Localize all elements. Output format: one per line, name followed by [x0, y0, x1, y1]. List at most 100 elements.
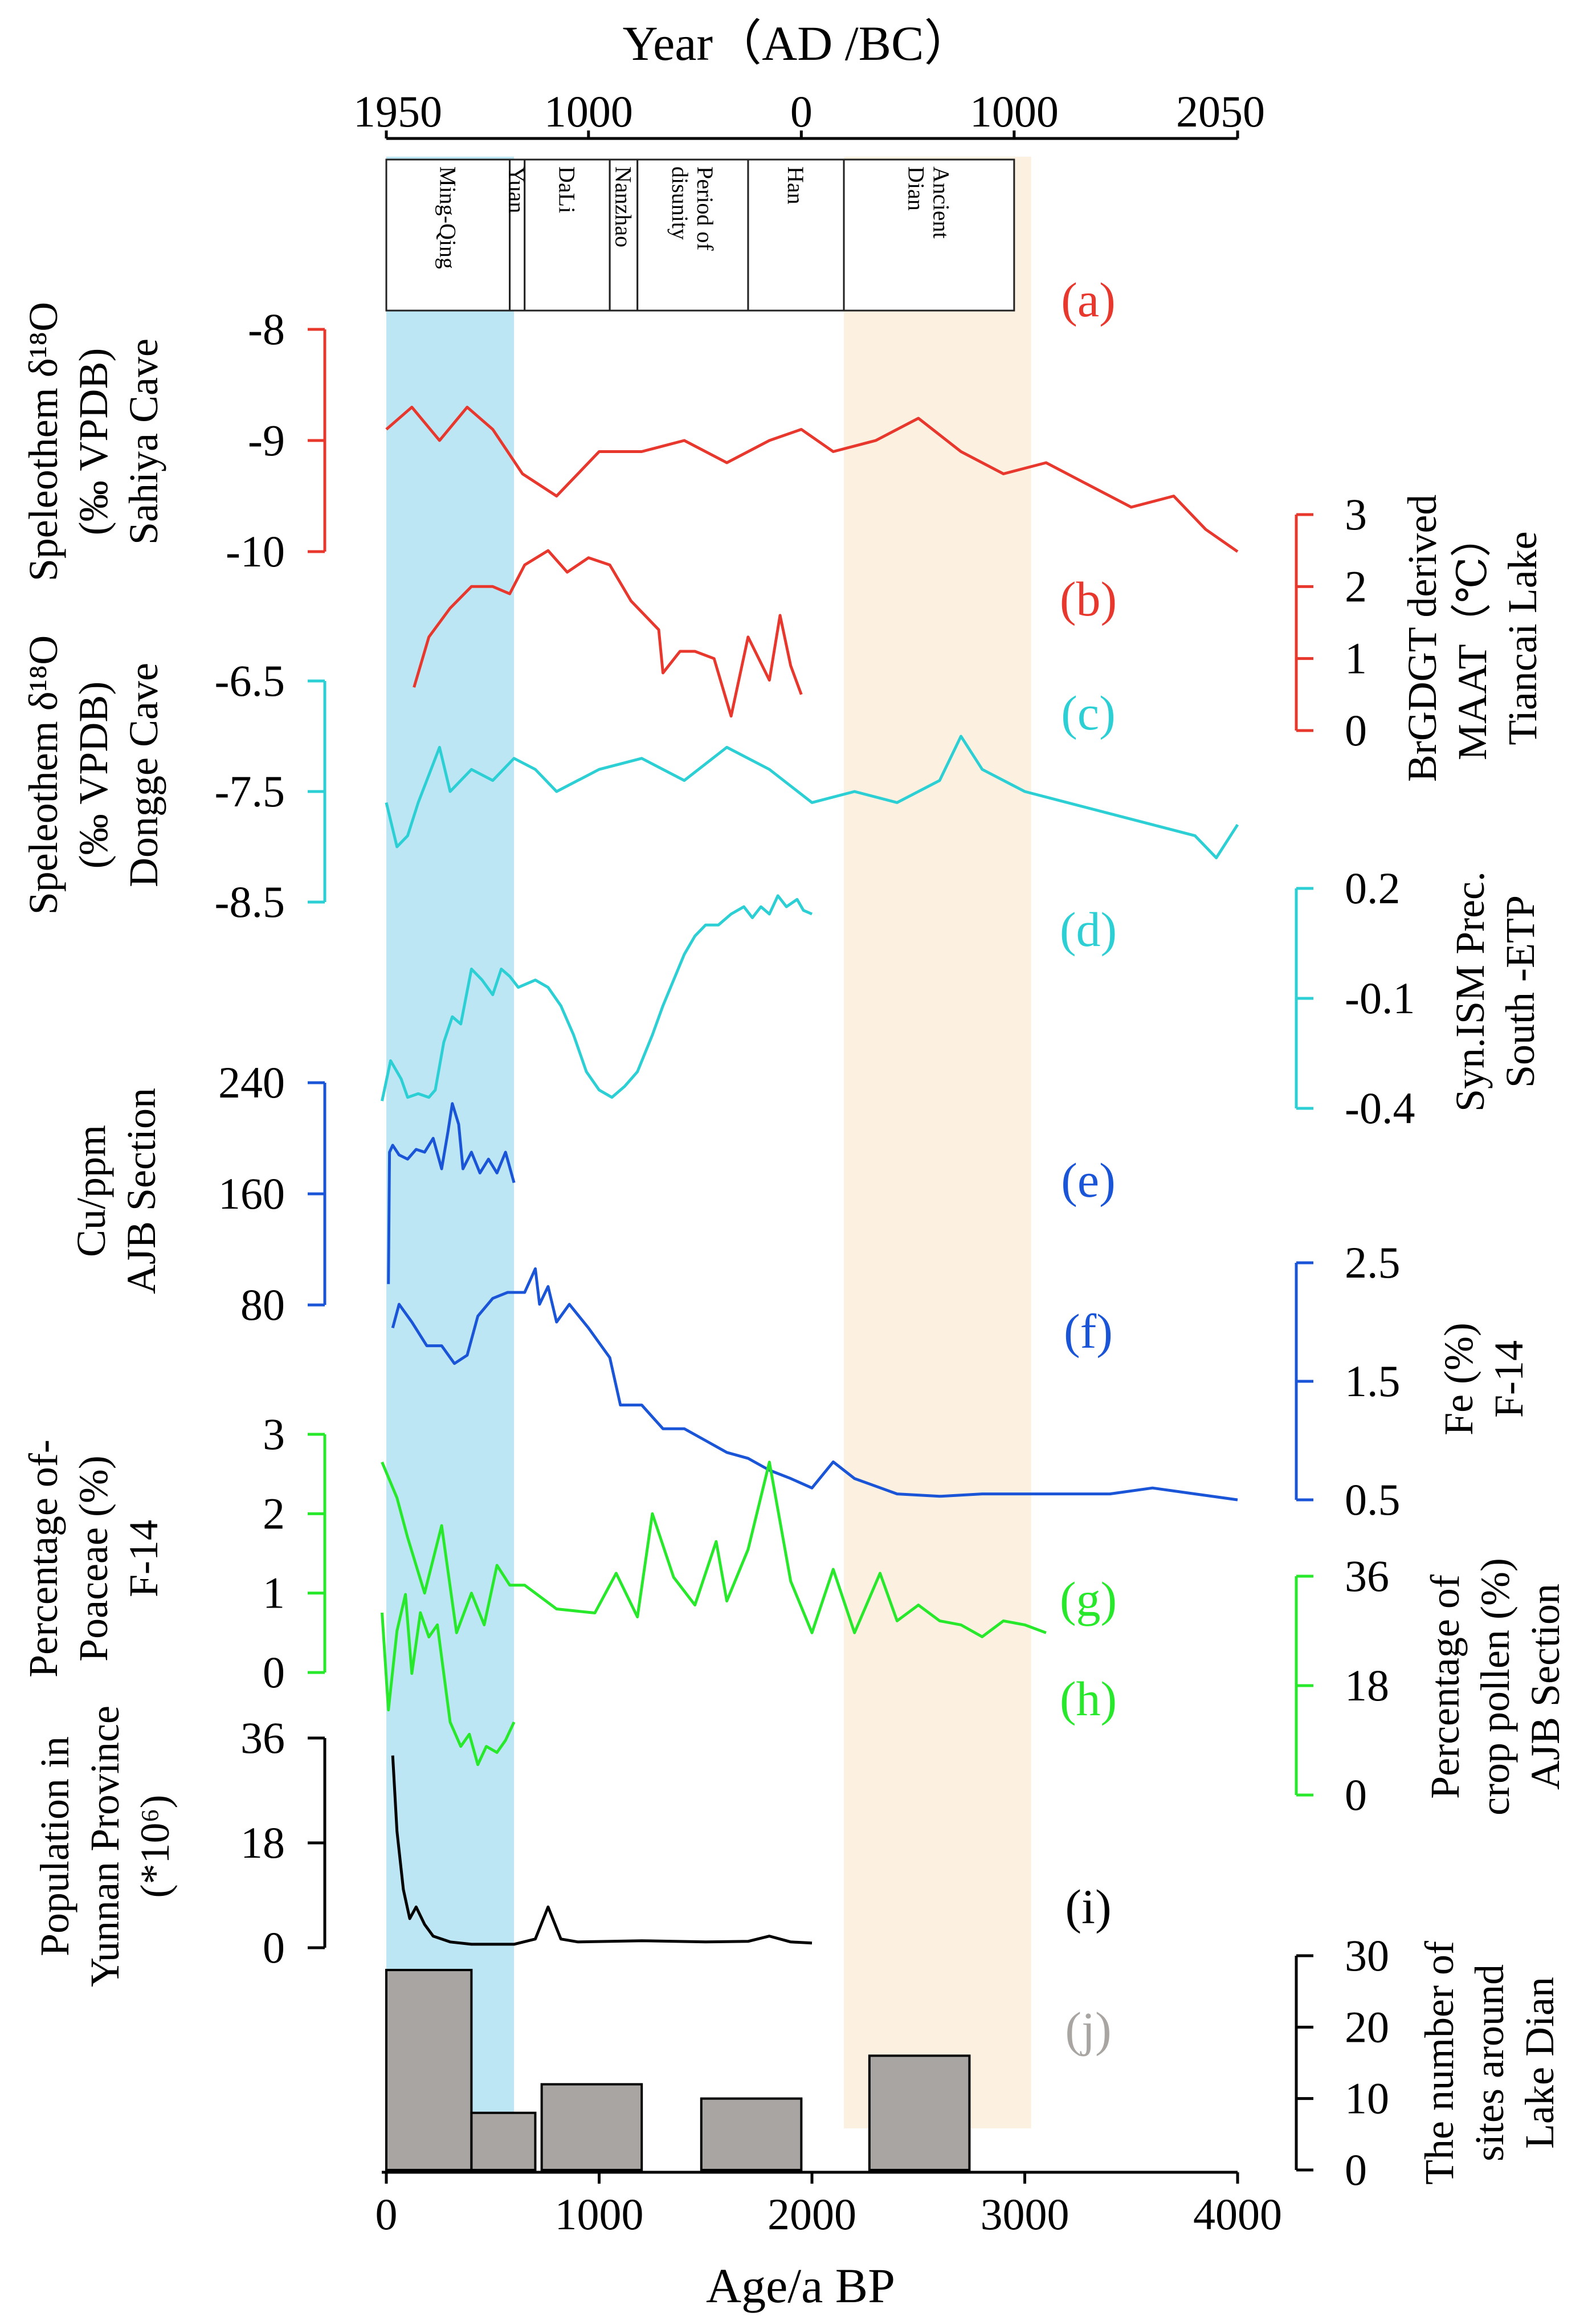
period-label: Nanzhao — [610, 166, 636, 247]
y-tick-label: 240 — [218, 1058, 285, 1107]
panel-f: 0.5 1.5 2.5 (f) Fe (%) F-14 — [391, 1238, 1532, 1524]
y-axis-title-group: Syn.ISM Prec. South -ETP — [1447, 871, 1543, 1112]
series-line-i — [391, 1755, 813, 1946]
dynasty-periods: Ming-Qing Yuan DaLi Nanzhao Period ofdisunit… — [385, 158, 1015, 312]
y-axis-title-group: Fe (%) F-14 — [1436, 1323, 1532, 1435]
y-axis-title-line: Population in — [32, 1736, 77, 1956]
y-tick-label: 0 — [263, 1647, 285, 1697]
panels: -10-9-8(a)Speleothem δ¹⁸O (‰ VPDB) Sahiya … — [21, 272, 1568, 2194]
period-box — [843, 158, 1015, 312]
panel-j: 0 10 20 30 (j) The number of sites around Lake … — [385, 1931, 1562, 2194]
y-axis-title-line: Dongge Cave — [121, 663, 166, 887]
period-box — [609, 158, 639, 312]
y-axis-title-line: Syn.ISM Prec. — [1447, 871, 1493, 1112]
period-label: AncientDian — [903, 166, 954, 239]
y-axis-title-group: BrGDGT derived MAAT（℃） Tiancai Lake — [1399, 495, 1545, 782]
y-axis-title-line: AJB Section — [1522, 1584, 1568, 1790]
panel-label-j: (j) — [1065, 2002, 1111, 2057]
period-label-group: DaLi — [554, 166, 579, 213]
y-axis-title-line: Sahiya Cave — [121, 338, 166, 545]
series-line-b — [413, 549, 803, 718]
top-tick-label: 0 — [790, 87, 813, 136]
panel-label-b: (b) — [1060, 572, 1117, 626]
period-label: Han — [783, 166, 809, 205]
panel-i: 0 18 36 (i) Population in Yunnan Province (*10… — [32, 1706, 1112, 1987]
bottom-tick-label: 1000 — [555, 2189, 644, 2239]
y-tick-label: 2 — [1345, 561, 1367, 611]
y-tick-label: 1 — [1345, 634, 1367, 683]
y-axis-title-line: Fe (%) — [1436, 1323, 1481, 1435]
bottom-tick-label: 3000 — [981, 2189, 1070, 2239]
y-axis-title-line: Speleothem δ¹⁸O — [21, 635, 66, 915]
y-axis-title-line: (‰ VPDB) — [71, 348, 116, 536]
y-tick-label: 3 — [263, 1409, 285, 1459]
bar — [385, 1969, 473, 2171]
y-axis-title-line: BrGDGT derived — [1399, 495, 1445, 782]
period-label: DaLi — [554, 166, 579, 213]
shaded-intervals — [386, 157, 1031, 2128]
y-axis-title-line: Percentage of — [1422, 1574, 1468, 1799]
period-label-line: disunity — [667, 166, 693, 240]
y-tick-label: -8 — [248, 304, 285, 354]
panel-label-h: (h) — [1060, 1671, 1117, 1726]
y-tick-label: -6.5 — [215, 656, 285, 705]
period-box — [509, 158, 526, 312]
bar — [470, 2111, 537, 2172]
period-label: Ming-Qing — [435, 166, 460, 269]
panel-h: 0 18 36 (h) Percentage of crop pollen (%) AJB … — [381, 1551, 1568, 1820]
y-tick-label: 160 — [218, 1169, 285, 1218]
y-tick-label: -0.1 — [1345, 973, 1415, 1023]
panel-label-i: (i) — [1065, 1879, 1111, 1934]
series-line-d — [381, 894, 813, 1102]
y-axis-title-group: Cu/ppm AJB Section — [68, 1088, 164, 1294]
y-tick-label: 20 — [1345, 2002, 1389, 2051]
y-tick-label: 0 — [1345, 2145, 1367, 2194]
period-label-line: Ancient — [928, 166, 954, 239]
y-axis-title-line: Speleothem δ¹⁸O — [21, 302, 66, 582]
bar — [868, 2054, 971, 2171]
y-axis-title-line: sites around — [1467, 1964, 1512, 2161]
panel-e: 80 160 240 (e) Cu/ppm AJB Section — [68, 1058, 1116, 1329]
y-tick-label: 3 — [1345, 489, 1367, 539]
panel-d: -0.4 -0.1 0.2 (d) Syn.ISM Prec. South -ETP — [381, 863, 1543, 1133]
panel-b: 0 1 2 3 (b) BrGDGT derived MAAT（℃） Tiancai Lake — [413, 489, 1545, 782]
bottom-tick-label: 2000 — [768, 2189, 856, 2239]
y-axis-title-line: F-14 — [121, 1520, 166, 1597]
period-label: Period ofdisunity — [667, 166, 718, 251]
panel-label-f: (f) — [1064, 1304, 1113, 1359]
y-tick-label: -8.5 — [215, 877, 285, 927]
panel-c: -8.5 -7.5 -6.5 (c) Speleothem δ¹⁸O (‰ VPDB) Do… — [21, 635, 1239, 927]
y-tick-label: 0.2 — [1345, 863, 1401, 913]
panel-a: -10 -9 -8 (a) Speleothem δ¹⁸O (‰ VPDB) Sahiya … — [21, 272, 1239, 582]
bar — [540, 2083, 643, 2172]
panel-label-a: (a) — [1061, 272, 1115, 327]
top-tick-label: 1000 — [544, 87, 633, 136]
top-year-axis: Year（AD /BC） 1950 1000 0 1000 2050 — [353, 16, 1265, 140]
y-tick-label: 10 — [1345, 2074, 1389, 2123]
y-tick-label: 0 — [1345, 1770, 1367, 1820]
y-tick-label: 36 — [240, 1713, 285, 1763]
panel-label-d: (d) — [1060, 902, 1117, 957]
period-box — [636, 158, 749, 312]
y-axis-title-line: Tiancai Lake — [1500, 531, 1545, 745]
y-tick-label: 2.5 — [1345, 1238, 1401, 1287]
shaded-interval-1 — [844, 157, 1031, 2128]
y-tick-label: 0.5 — [1345, 1475, 1401, 1524]
y-tick-label: -0.4 — [1345, 1083, 1415, 1133]
y-tick-label: 2 — [263, 1488, 285, 1538]
y-axis-title-line: Percentage of- — [21, 1439, 66, 1678]
y-axis-title-group: Population in Yunnan Province (*10⁶) — [32, 1706, 178, 1987]
y-axis-title-group: Speleothem δ¹⁸O (‰ VPDB) Sahiya Cave — [21, 302, 166, 582]
y-axis-title-line: F-14 — [1486, 1340, 1532, 1418]
y-axis-title-group: Speleothem δ¹⁸O (‰ VPDB) Dongge Cave — [21, 635, 166, 915]
y-tick-label: -7.5 — [215, 766, 285, 816]
bottom-tick-label: 4000 — [1193, 2189, 1282, 2239]
y-axis-title-group: The number of sites around Lake Dian — [1417, 1941, 1562, 2185]
y-tick-label: 1 — [263, 1568, 285, 1618]
bottom-tick-label: 0 — [375, 2189, 398, 2239]
y-axis-title-group: Percentage of crop pollen (%) AJB Section — [1422, 1558, 1568, 1816]
y-tick-label: -9 — [248, 415, 285, 465]
top-axis-title: Year（AD /BC） — [623, 16, 973, 71]
panel-label-e: (e) — [1061, 1153, 1115, 1208]
